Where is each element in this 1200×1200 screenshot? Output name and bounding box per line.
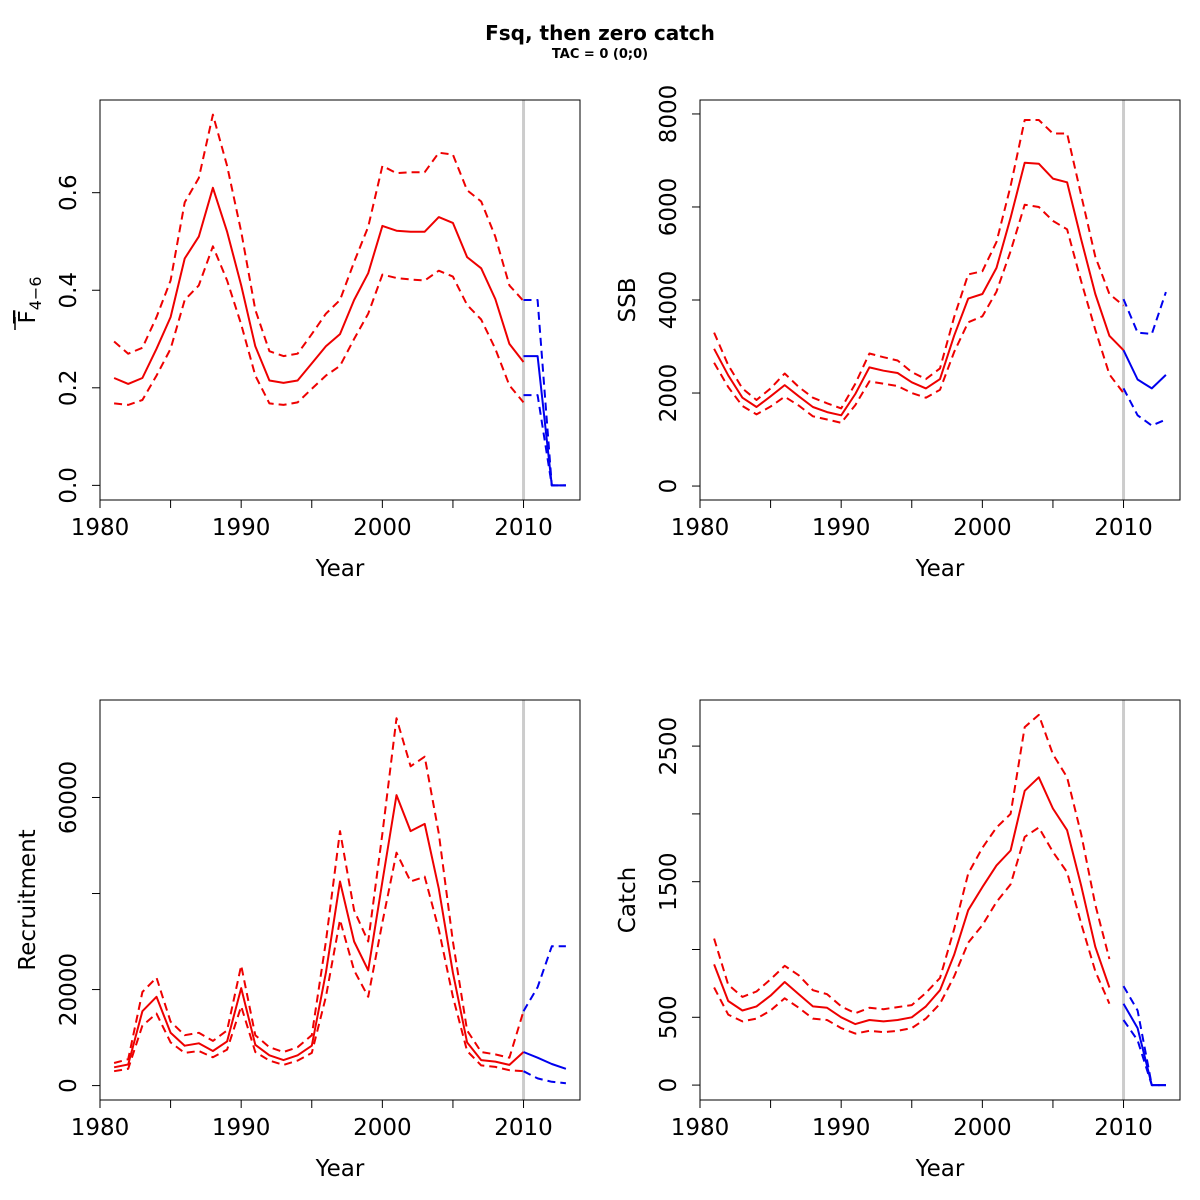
series-line-history-upper xyxy=(113,717,525,1064)
x-tick-label: 2010 xyxy=(1094,1115,1153,1141)
panel-fbar: 1980 1990 2000 2010 0.0 0.2 0.4 0.6 Year F4−6 xyxy=(14,99,581,582)
y-tick-label: 6000 xyxy=(656,178,682,237)
plot-frame xyxy=(99,99,581,501)
y-axis-label: F4−6 xyxy=(15,277,45,324)
chart-subtitle: TAC = 0 (0;0) xyxy=(551,47,649,62)
y-tick-label: 2500 xyxy=(656,717,682,776)
y-axis-label: Catch xyxy=(615,867,641,933)
panel-catch: 1980 1990 2000 2010 0 500 1500 2500 Year Catch xyxy=(615,699,1181,1182)
x-tick-label: 1980 xyxy=(671,1115,730,1141)
x-tick-label: 2000 xyxy=(953,515,1012,541)
panel-ssb: 1980 1990 2000 2010 0 2000 4000 6000 8000 Year SSB xyxy=(615,85,1181,582)
x-tick-label: 2010 xyxy=(494,515,553,541)
x-axis-label: Year xyxy=(915,556,965,582)
series-line-forecast-lower xyxy=(523,394,566,487)
series-line-forecast-mid xyxy=(1122,1003,1166,1087)
series-line-forecast-mid xyxy=(1122,349,1167,390)
series-line-history-lower xyxy=(713,203,1125,424)
y-tick-label: 0.6 xyxy=(56,174,82,211)
series-line-forecast-upper xyxy=(523,299,566,487)
plot-frame xyxy=(99,699,581,1101)
y-tick-label: 0 xyxy=(656,479,682,494)
y-tick-label: 0.2 xyxy=(56,370,82,407)
x-tick-label: 2010 xyxy=(494,1115,553,1141)
series-line-forecast-mid xyxy=(523,1051,567,1070)
y-axis-label-subscript: 4−6 xyxy=(26,277,45,311)
y-tick-label: 0 xyxy=(656,1078,682,1093)
y-tick-label: 1500 xyxy=(656,852,682,911)
y-tick-label: 60000 xyxy=(56,761,82,834)
series-line-history-lower xyxy=(113,851,524,1073)
x-tick-label: 1990 xyxy=(212,1115,271,1141)
x-tick-label: 2010 xyxy=(1094,515,1153,541)
series-line-forecast-upper xyxy=(1122,291,1167,335)
series-line-forecast-lower xyxy=(1122,1019,1166,1087)
x-tick-label: 1980 xyxy=(671,515,730,541)
series-line-forecast-lower xyxy=(523,1070,566,1085)
y-tick-label: 0 xyxy=(56,1078,82,1093)
y-axis-label: Recruitment xyxy=(15,829,41,970)
series-line-history-mid xyxy=(713,776,1111,1026)
x-tick-label: 1990 xyxy=(812,1115,871,1141)
y-tick-label: 0.0 xyxy=(56,467,82,504)
series-line-forecast-mid xyxy=(523,355,566,487)
chart-title: Fsq, then zero catch xyxy=(485,21,715,45)
y-axis-label: SSB xyxy=(615,278,641,323)
y-tick-label: 0.4 xyxy=(56,272,82,309)
y-tick-label: 500 xyxy=(656,995,682,1039)
x-tick-label: 1980 xyxy=(71,1115,130,1141)
plot-frame xyxy=(699,99,1181,501)
series-line-forecast-upper xyxy=(1122,985,1166,1087)
y-tick-label: 4000 xyxy=(656,271,682,330)
x-tick-label: 1980 xyxy=(71,515,130,541)
series-line-history-upper xyxy=(713,713,1111,1015)
series-line-forecast-upper xyxy=(522,945,566,1012)
y-tick-label: 20000 xyxy=(56,953,82,1026)
y-tick-label: 2000 xyxy=(656,364,682,423)
series-line-history-mid xyxy=(113,186,525,385)
x-tick-label: 1990 xyxy=(812,515,871,541)
x-axis-label: Year xyxy=(915,1156,965,1182)
x-tick-label: 1990 xyxy=(212,515,271,541)
x-axis-label: Year xyxy=(315,556,365,582)
x-tick-label: 2000 xyxy=(953,1115,1012,1141)
series-line-history-upper xyxy=(113,113,525,358)
panel-recruitment: 1980 1990 2000 2010 0 20000 60000 Year Recruitme… xyxy=(15,699,581,1182)
series-line-history-mid xyxy=(713,161,1125,417)
series-line-history-mid xyxy=(113,794,525,1069)
x-axis-label: Year xyxy=(315,1156,365,1182)
y-axis-label-main: F xyxy=(15,310,41,323)
x-tick-label: 2000 xyxy=(353,1115,412,1141)
x-tick-label: 2000 xyxy=(353,515,412,541)
y-tick-label: 8000 xyxy=(656,85,682,144)
series-line-forecast-lower xyxy=(1122,387,1167,427)
plot-frame xyxy=(699,699,1181,1101)
series-line-history-upper xyxy=(713,119,1125,410)
series-line-history-lower xyxy=(713,826,1111,1035)
